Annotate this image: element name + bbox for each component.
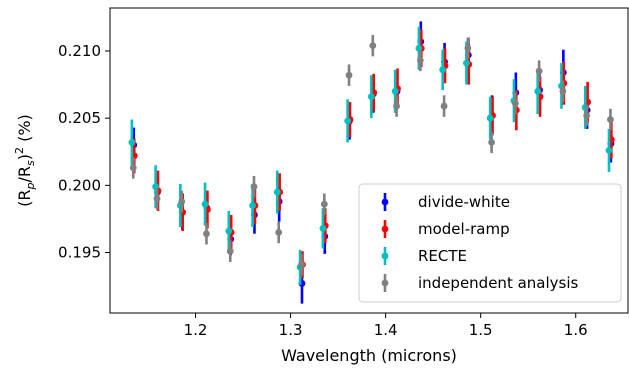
- data-point: [393, 102, 400, 110]
- data-point: [128, 138, 136, 146]
- data-point: [463, 59, 470, 67]
- x-tick-label: 1.3: [279, 321, 303, 339]
- data-point: [344, 117, 352, 125]
- data-point: [129, 164, 137, 172]
- legend-item: divide-white: [381, 193, 510, 211]
- y-tick-label: 0.200: [58, 176, 101, 194]
- y-axis-label-part: (%): [15, 114, 34, 147]
- y-axis-label: (Rp/Rs)2 (%): [13, 114, 37, 207]
- data-point: [416, 57, 424, 64]
- y-axis-label-part: 2: [13, 147, 26, 154]
- y-tick-label: 0.210: [58, 42, 101, 60]
- y-axis-ticks: 0.195 0.200 0.205 0.210: [58, 42, 110, 262]
- data-point: [320, 200, 328, 208]
- data-point: [369, 42, 377, 50]
- data-point: [298, 261, 305, 269]
- y-tick-label: 0.195: [58, 244, 101, 262]
- data-point: [203, 230, 210, 238]
- plot-frame: [109, 7, 629, 314]
- legend-marker: [381, 225, 389, 233]
- data-point: [534, 87, 542, 95]
- data-point: [225, 227, 233, 235]
- data-point: [319, 224, 327, 232]
- y-axis-label-part: ): [15, 154, 34, 160]
- legend-marker: [381, 198, 389, 206]
- data-point: [226, 247, 234, 255]
- data-point: [511, 99, 519, 107]
- data-point: [275, 228, 283, 236]
- y-axis-label-part: (R: [15, 189, 34, 206]
- data-point: [486, 114, 494, 122]
- y-tick-label: 0.205: [58, 109, 101, 127]
- x-tick-label: 1.6: [564, 321, 588, 339]
- legend-item: RECTE: [381, 247, 467, 265]
- data-point: [367, 93, 375, 101]
- data-point: [250, 183, 258, 191]
- legend-marker: [381, 252, 389, 260]
- y-axis-label-part: p: [24, 182, 37, 190]
- y-axis-label-part: /R: [15, 166, 34, 183]
- data-point: [583, 112, 591, 119]
- legend-item: independent analysis: [381, 274, 579, 292]
- data-point: [391, 87, 399, 95]
- data-point: [605, 147, 613, 154]
- x-tick-label: 1.4: [374, 321, 398, 339]
- x-axis-label: Wavelength (microns): [281, 346, 457, 365]
- legend-label: independent analysis: [418, 274, 579, 292]
- x-tick-label: 1.5: [469, 321, 493, 339]
- data-point: [607, 116, 614, 123]
- legend-marker: [381, 279, 389, 287]
- legend-label: model-ramp: [418, 220, 510, 238]
- series-3: [129, 34, 614, 276]
- legend-label: RECTE: [418, 247, 467, 265]
- data-point: [249, 202, 256, 209]
- x-tick-label: 1.2: [184, 321, 208, 339]
- series-2: [128, 26, 613, 285]
- data-point: [201, 200, 209, 208]
- data-point: [464, 44, 472, 52]
- data-point: [273, 188, 281, 196]
- data-point: [178, 198, 186, 205]
- data-point: [535, 67, 543, 75]
- data-point: [488, 138, 496, 146]
- data-point: [559, 87, 567, 95]
- y-axis-label-part: s: [24, 160, 37, 166]
- data-marks: [128, 21, 615, 304]
- data-point: [440, 102, 448, 110]
- legend-box: [358, 183, 622, 303]
- data-point: [345, 71, 353, 79]
- legend-item: model-ramp: [381, 220, 510, 238]
- data-point: [153, 195, 161, 203]
- x-axis-ticks: 1.2 1.3 1.4 1.5 1.6: [184, 313, 588, 339]
- data-point: [439, 66, 447, 74]
- legend: divide-white model-ramp RECTE independent a…: [358, 183, 622, 303]
- legend-label: divide-white: [418, 193, 510, 211]
